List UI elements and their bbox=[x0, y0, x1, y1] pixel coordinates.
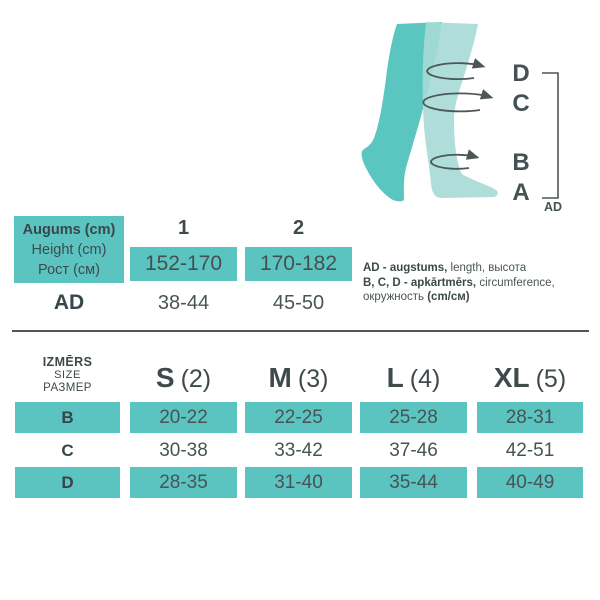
circumference-arrow-b bbox=[430, 149, 480, 170]
ad-value-1: 38-44 bbox=[157, 291, 210, 314]
size-col-xl: XL (5) bbox=[477, 362, 583, 398]
row-d-value-s: 28-35 bbox=[130, 467, 237, 498]
back-leg-shape bbox=[361, 22, 442, 202]
measure-label-d: D bbox=[512, 60, 530, 87]
size-col-l: L (4) bbox=[360, 362, 467, 398]
height-col-1: 1 bbox=[177, 216, 190, 239]
height-range-1: 152-170 bbox=[130, 247, 237, 281]
measure-label-a: A bbox=[512, 179, 530, 206]
legend-line3-bold: (cm/см) bbox=[427, 291, 470, 304]
legend-line2-rest: circumference, bbox=[476, 276, 555, 289]
size-col-xl-letter: XL bbox=[493, 362, 530, 393]
size-title-lv: IZMĒRS bbox=[42, 354, 93, 369]
size-col-s-letter: S bbox=[155, 362, 175, 393]
measurement-legend: AD - augstums, length, высота B, C, D - … bbox=[363, 261, 583, 305]
legs-illustration bbox=[361, 22, 559, 202]
measure-label-c: C bbox=[512, 90, 530, 117]
size-table-title: IZMĒRS SIZE РАЗМЕР bbox=[15, 354, 120, 396]
legend-line1-rest: length, высота bbox=[447, 262, 527, 274]
legend-line-3: окружность (cm/см) bbox=[363, 290, 583, 305]
front-leg-shape bbox=[422, 22, 498, 198]
row-c-label: C bbox=[61, 440, 74, 460]
size-col-m: M (3) bbox=[245, 362, 352, 398]
row-c-value-s: 30-38 bbox=[159, 439, 208, 461]
size-title-en: SIZE bbox=[54, 368, 81, 381]
height-col-2: 2 bbox=[292, 216, 305, 239]
legend-line-1: AD - augstums, length, высота bbox=[363, 261, 583, 276]
ad-bracket-label: AD bbox=[543, 200, 563, 214]
row-b-label: B bbox=[15, 402, 120, 433]
size-col-m-letter: M bbox=[268, 362, 292, 393]
row-c-value-m: 33-42 bbox=[274, 439, 323, 461]
ad-value-2: 45-50 bbox=[272, 291, 325, 314]
row-d-value-l: 35-44 bbox=[360, 467, 467, 498]
height-header-lv: Augums (cm) bbox=[22, 221, 116, 238]
row-d-value-m: 31-40 bbox=[245, 467, 352, 498]
row-c-value-l: 37-46 bbox=[389, 439, 438, 461]
circumference-arrow-d bbox=[426, 58, 486, 81]
size-col-xl-number: (5) bbox=[535, 365, 567, 393]
size-col-s-number: (2) bbox=[180, 365, 212, 393]
section-divider bbox=[12, 330, 589, 332]
size-col-s: S (2) bbox=[130, 362, 237, 398]
row-b-value-l: 25-28 bbox=[360, 402, 467, 433]
size-col-m-number: (3) bbox=[297, 365, 329, 393]
legend-line3-plain: окружность bbox=[363, 291, 428, 304]
row-d-label: D bbox=[15, 467, 120, 498]
legend-line2-bold: B, C, D - apkārtmērs, bbox=[363, 276, 477, 289]
row-d-value-xl: 40-49 bbox=[477, 467, 583, 498]
row-b-value-s: 20-22 bbox=[130, 402, 237, 433]
size-col-l-number: (4) bbox=[409, 365, 441, 393]
height-table-header: Augums (cm) Height (cm) Рост (см) bbox=[14, 216, 124, 283]
row-b-value-xl: 28-31 bbox=[477, 402, 583, 433]
row-c-value-xl: 42-51 bbox=[505, 439, 555, 461]
size-title-ru: РАЗМЕР bbox=[43, 381, 92, 394]
circumference-arrow-c bbox=[422, 89, 494, 113]
height-header-ru: Рост (см) bbox=[38, 261, 100, 278]
measure-label-b: B bbox=[512, 149, 530, 176]
height-range-2: 170-182 bbox=[245, 247, 352, 281]
legend-line-2: B, C, D - apkārtmērs, circumference, bbox=[363, 276, 583, 291]
height-header-en: Height (cm) bbox=[31, 241, 107, 258]
size-col-l-letter: L bbox=[386, 362, 404, 393]
legend-line1-bold: AD - augstums, bbox=[363, 262, 448, 274]
row-b-value-m: 22-25 bbox=[245, 402, 352, 433]
ad-bracket bbox=[542, 72, 559, 199]
ad-row-label: AD bbox=[53, 291, 85, 314]
